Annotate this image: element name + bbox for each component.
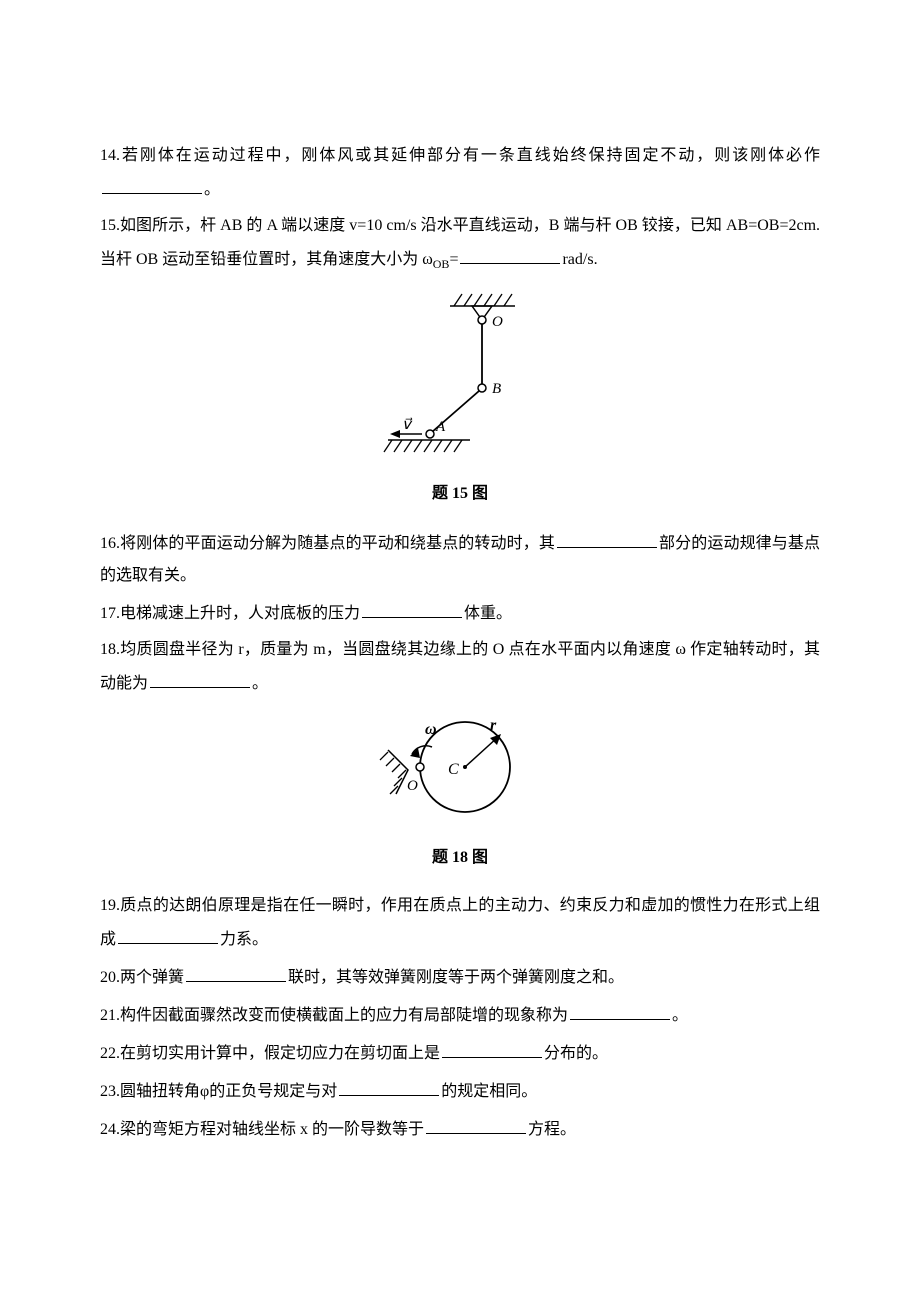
figure-18-container: O ω C r <box>100 712 820 834</box>
q16-prefix: 16.将刚体的平面运动分解为随基点的平动和绕基点的转动时，其 <box>100 535 555 552</box>
label-v: v⃗ <box>402 417 413 433</box>
q20-prefix: 20.两个弹簧 <box>100 969 184 986</box>
q14-suffix: 。 <box>204 181 220 198</box>
q20-suffix: 联时，其等效弹簧刚度等于两个弹簧刚度之和。 <box>288 969 624 986</box>
q24-prefix: 24.梁的弯矩方程对轴线坐标 x 的一阶导数等于 <box>100 1121 424 1138</box>
q17-blank <box>362 596 462 618</box>
q23-blank <box>339 1074 439 1096</box>
label-A: A <box>435 419 446 435</box>
q24-blank <box>426 1112 526 1134</box>
q22-blank <box>442 1036 542 1058</box>
q18-blank <box>150 666 250 688</box>
q15-line1: 15.如图所示，杆 AB 的 A 端以速度 v=10 cm/s 沿水平直线运动，… <box>100 217 722 234</box>
figure-18-svg: O ω C r <box>370 712 550 822</box>
question-19: 19.质点的达朗伯原理是指在任一瞬时，作用在质点上的主动力、约束反力和虚加的惯性… <box>100 890 820 956</box>
label-O-18: O <box>407 778 418 794</box>
label-r: r <box>490 717 497 734</box>
question-22: 22.在剪切实用计算中，假定切应力在剪切面上是 分布的。 <box>100 1036 820 1070</box>
q19-suffix: 力系。 <box>220 931 268 948</box>
figure-15-container: O B A v⃗ <box>100 288 820 470</box>
question-21: 21.构件因截面骤然改变而使横截面上的应力有局部陡增的现象称为 。 <box>100 998 820 1032</box>
question-24: 24.梁的弯矩方程对轴线坐标 x 的一阶导数等于 方程。 <box>100 1112 820 1146</box>
question-17: 17.电梯减速上升时，人对底板的压力 体重。 <box>100 596 820 630</box>
label-omega: ω <box>425 721 437 738</box>
q18-suffix: 。 <box>252 675 268 692</box>
q14-prefix: 14.若刚体在运动过程中，刚体风或其延伸部分有一条直线始终保持固定不动，则该刚体… <box>100 147 820 164</box>
question-23: 23.圆轴扭转角φ的正负号规定与对 的规定相同。 <box>100 1074 820 1108</box>
q15-sub: OB <box>433 257 450 271</box>
q24-suffix: 方程。 <box>528 1121 576 1138</box>
figure-15-caption: 题 15 图 <box>100 478 820 510</box>
q23-suffix: 的规定相同。 <box>441 1083 537 1100</box>
question-15: 15.如图所示，杆 AB 的 A 端以速度 v=10 cm/s 沿水平直线运动，… <box>100 210 820 276</box>
question-18: 18.均质圆盘半径为 r，质量为 m，当圆盘绕其边缘上的 O 点在水平面内以角速… <box>100 634 820 700</box>
q17-prefix: 17.电梯减速上升时，人对底板的压力 <box>100 605 360 622</box>
q17-suffix: 体重。 <box>464 605 512 622</box>
figure-18-caption: 题 18 图 <box>100 842 820 874</box>
q16-blank <box>557 526 657 548</box>
q22-suffix: 分布的。 <box>544 1045 608 1062</box>
q22-prefix: 22.在剪切实用计算中，假定切应力在剪切面上是 <box>100 1045 440 1062</box>
q21-prefix: 21.构件因截面骤然改变而使横截面上的应力有局部陡增的现象称为 <box>100 1007 568 1024</box>
question-16: 16.将刚体的平面运动分解为随基点的平动和绕基点的转动时，其部分的运动规律与基点… <box>100 526 820 592</box>
q21-blank <box>570 998 670 1020</box>
question-14: 14.若刚体在运动过程中，刚体风或其延伸部分有一条直线始终保持固定不动，则该刚体… <box>100 140 820 206</box>
q15-line2c: rad/s. <box>562 251 597 268</box>
q15-blank <box>460 242 560 264</box>
q15-line2b: = <box>449 251 458 268</box>
label-O: O <box>492 314 503 330</box>
question-20: 20.两个弹簧 联时，其等效弹簧刚度等于两个弹簧刚度之和。 <box>100 960 820 994</box>
q21-suffix: 。 <box>672 1007 688 1024</box>
q14-blank <box>102 172 202 194</box>
q19-blank <box>118 922 218 944</box>
q20-blank <box>186 960 286 982</box>
label-B: B <box>492 381 501 397</box>
q23-prefix: 23.圆轴扭转角φ的正负号规定与对 <box>100 1083 337 1100</box>
label-C: C <box>448 761 459 778</box>
figure-15-svg: O B A v⃗ <box>380 288 540 458</box>
